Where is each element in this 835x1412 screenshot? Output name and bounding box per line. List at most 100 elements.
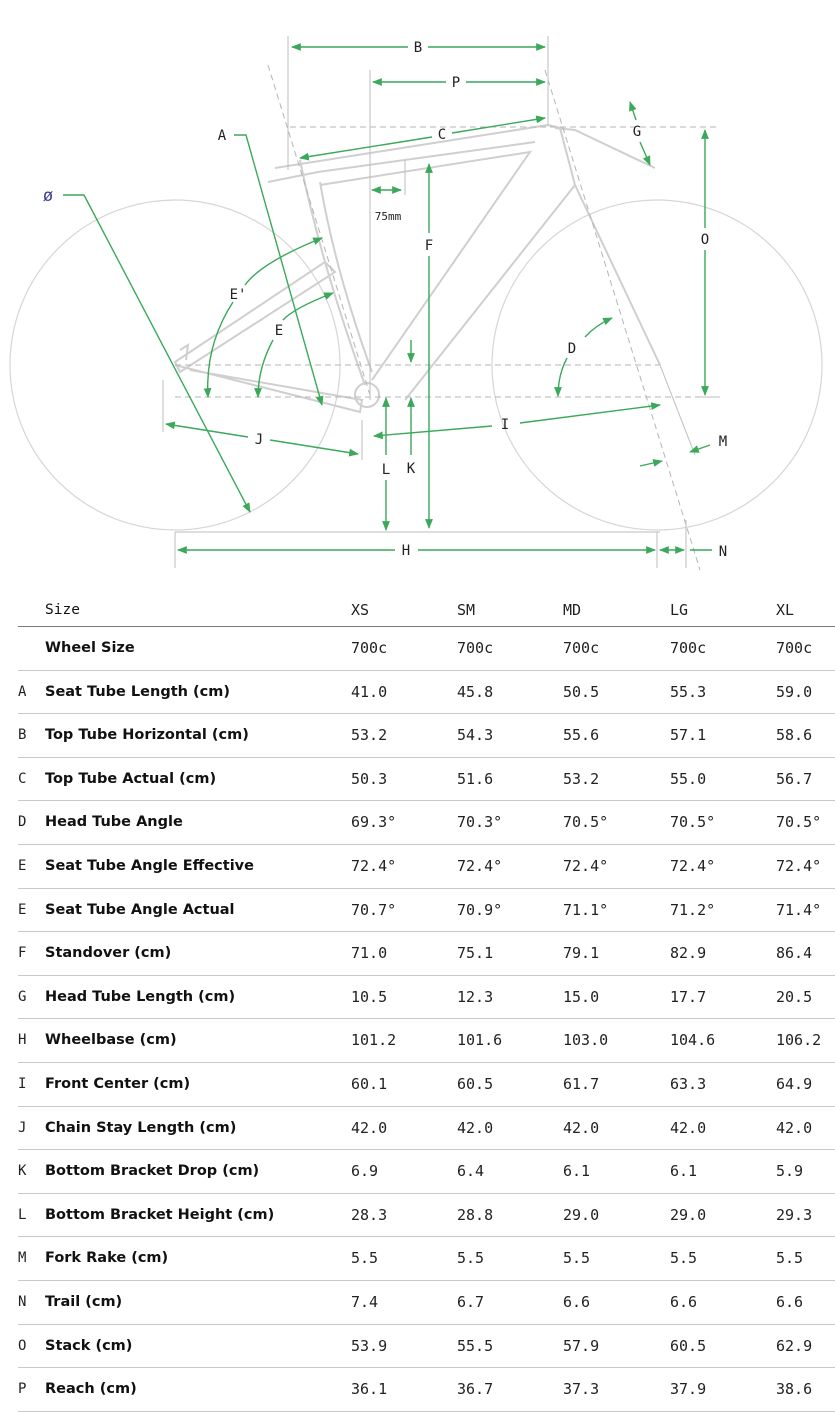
row-value: 42.0 xyxy=(563,1118,600,1137)
row-value: 6.1 xyxy=(670,1162,698,1181)
row-value: 42.0 xyxy=(351,1118,388,1137)
table-row: E Seat Tube Angle Effective 72.4° 72.4° 72.4… xyxy=(18,845,835,889)
row-value: 700c xyxy=(351,639,388,657)
row-value: 101.6 xyxy=(457,1031,503,1050)
row-value: 61.7 xyxy=(563,1074,600,1093)
row-letter: I xyxy=(18,1075,27,1092)
row-value: 60.5 xyxy=(670,1336,707,1355)
row-value: 72.4° xyxy=(457,856,503,875)
row-name: Wheel Size xyxy=(45,640,135,656)
row-name: Front Center (cm) xyxy=(45,1075,191,1092)
label-j: J xyxy=(255,432,263,448)
table-row: D Head Tube Angle 69.3° 70.3° 70.5° 70.5° 70.5… xyxy=(18,801,835,845)
row-value: 71.1° xyxy=(563,900,609,919)
row-value: 6.4 xyxy=(457,1162,485,1181)
header-size-label: Size xyxy=(45,602,80,618)
table-row: N Trail (cm) 7.4 6.7 6.6 6.6 6.6 xyxy=(18,1281,835,1325)
row-value: 58.6 xyxy=(776,726,813,745)
guide-lines xyxy=(175,64,720,571)
row-letter: B xyxy=(18,727,27,744)
row-value: 63.3 xyxy=(670,1074,707,1093)
row-letter: E xyxy=(18,901,27,918)
row-value: 70.3° xyxy=(457,813,503,832)
front-wheel xyxy=(491,199,823,531)
row-value: 70.5° xyxy=(670,813,716,832)
row-letter: L xyxy=(18,1206,27,1223)
row-letter: F xyxy=(18,945,27,962)
header-size-lg: LG xyxy=(670,601,689,619)
row-letter: P xyxy=(18,1381,27,1398)
row-value: 71.4° xyxy=(776,900,822,919)
row-value: 56.7 xyxy=(776,769,813,788)
row-value: 5.5 xyxy=(563,1249,591,1268)
row-name: Trail (cm) xyxy=(45,1293,123,1310)
table-header: Size XS SM MD LG XL xyxy=(18,588,835,627)
row-value: 55.3 xyxy=(670,682,707,701)
extension-lines xyxy=(162,36,720,568)
row-name: Top Tube Actual (cm) xyxy=(45,770,217,787)
row-name: Fork Rake (cm) xyxy=(45,1250,169,1267)
row-value: 50.3 xyxy=(351,769,388,788)
row-value: 70.5° xyxy=(776,813,822,832)
table-row: A Seat Tube Length (cm) 41.0 45.8 50.5 55.3 59… xyxy=(18,671,835,715)
row-value: 69.3° xyxy=(351,813,397,832)
row-value: 57.9 xyxy=(563,1336,600,1355)
row-value: 59.0 xyxy=(776,682,813,701)
row-value: 71.2° xyxy=(670,900,716,919)
label-d: D xyxy=(568,341,576,357)
label-a: A xyxy=(218,128,227,144)
row-name: Seat Tube Length (cm) xyxy=(45,683,230,700)
row-value: 54.3 xyxy=(457,726,494,745)
label-i: I xyxy=(501,417,509,433)
dimension-labels: B P C A G ø 75mm O F E' E D I J M L K H … xyxy=(43,40,727,560)
row-value: 36.7 xyxy=(457,1380,494,1399)
row-value: 700c xyxy=(563,639,600,657)
row-value: 5.5 xyxy=(670,1249,698,1268)
label-e-prime: E' xyxy=(230,287,247,303)
row-value: 72.4° xyxy=(351,856,397,875)
row-value: 700c xyxy=(457,639,494,657)
row-value: 55.0 xyxy=(670,769,707,788)
row-value: 5.5 xyxy=(351,1249,379,1268)
row-value: 71.0 xyxy=(351,944,388,963)
row-name: Head Tube Length (cm) xyxy=(45,988,236,1005)
row-value: 36.1 xyxy=(351,1380,388,1399)
header-size-xs: XS xyxy=(351,601,370,619)
row-letter: H xyxy=(18,1032,27,1049)
row-value: 38.6 xyxy=(776,1380,813,1399)
table-row: H Wheelbase (cm) 101.2 101.6 103.0 104.6 106.2 xyxy=(18,1019,835,1063)
row-value: 5.5 xyxy=(776,1249,804,1268)
bike-geometry-diagram: B P C A G ø 75mm O F E' E D I J M L K H … xyxy=(0,0,835,585)
row-value: 20.5 xyxy=(776,987,813,1006)
row-value: 45.8 xyxy=(457,682,494,701)
label-offset: 75mm xyxy=(375,210,402,223)
label-g: G xyxy=(633,124,641,140)
row-value: 5.9 xyxy=(776,1162,804,1181)
row-letter: C xyxy=(18,770,27,787)
row-letter: G xyxy=(18,988,27,1005)
row-value: 82.9 xyxy=(670,944,707,963)
row-value: 29.0 xyxy=(670,1205,707,1224)
row-value: 70.9° xyxy=(457,900,503,919)
label-h: H xyxy=(402,543,410,559)
row-name: Head Tube Angle xyxy=(45,814,183,831)
row-value: 28.3 xyxy=(351,1205,388,1224)
table-row: C Top Tube Actual (cm) 50.3 51.6 53.2 55.0 56.… xyxy=(18,758,835,802)
row-value: 72.4° xyxy=(563,856,609,875)
row-value: 6.9 xyxy=(351,1162,379,1181)
label-diameter: ø xyxy=(43,186,53,206)
label-e: E xyxy=(275,323,283,339)
row-name: Wheelbase (cm) xyxy=(45,1032,177,1049)
row-name: Bottom Bracket Drop (cm) xyxy=(45,1163,260,1180)
row-value: 53.9 xyxy=(351,1336,388,1355)
table-row: J Chain Stay Length (cm) 42.0 42.0 42.0 42.0 4… xyxy=(18,1107,835,1151)
row-name: Seat Tube Angle Actual xyxy=(45,901,235,918)
row-value: 57.1 xyxy=(670,726,707,745)
row-value: 42.0 xyxy=(670,1118,707,1137)
row-value: 72.4° xyxy=(776,856,822,875)
table-row: E Seat Tube Angle Actual 70.7° 70.9° 71.1° 71… xyxy=(18,889,835,933)
row-value: 106.2 xyxy=(776,1031,822,1050)
row-value: 28.8 xyxy=(457,1205,494,1224)
row-letter: O xyxy=(18,1337,27,1354)
label-m: M xyxy=(719,434,727,450)
